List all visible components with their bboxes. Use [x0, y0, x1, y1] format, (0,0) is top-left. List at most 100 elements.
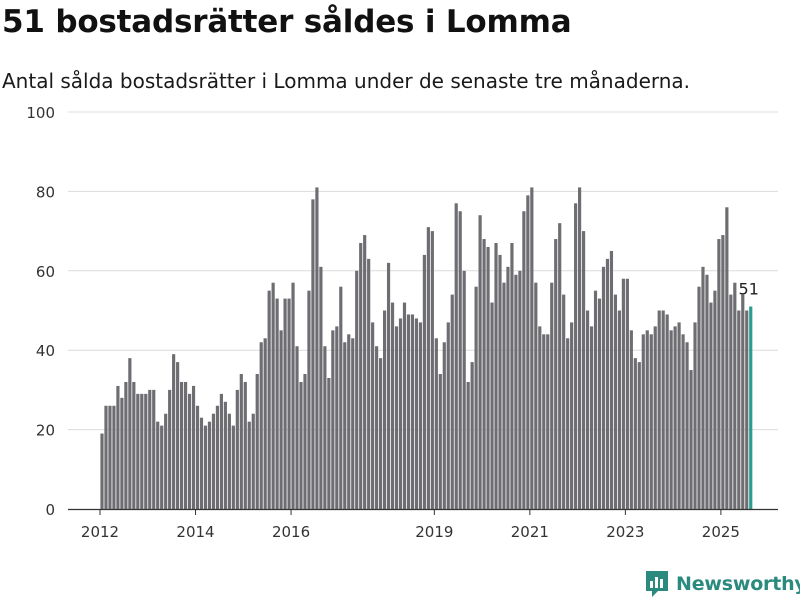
bar: [323, 346, 327, 509]
bar: [295, 346, 299, 509]
bar: [558, 223, 562, 509]
bar: [136, 393, 140, 509]
bar: [438, 374, 442, 509]
bar: [355, 270, 359, 509]
bar: [510, 243, 514, 509]
bar: [685, 342, 689, 509]
bar: [402, 302, 407, 509]
bar: [287, 298, 291, 509]
bar: [168, 389, 172, 509]
bar: [239, 374, 243, 509]
bar: [331, 330, 335, 509]
bar: [597, 298, 602, 509]
bar: [677, 322, 681, 509]
bar: [148, 389, 152, 509]
bar: [450, 294, 454, 509]
bar: [617, 310, 621, 509]
bar: [482, 239, 486, 510]
bar: [657, 310, 661, 509]
bar: [100, 433, 104, 509]
x-tick-label: 2012: [81, 523, 119, 541]
bar: [299, 381, 303, 509]
bar: [267, 290, 271, 509]
bar: [701, 266, 705, 509]
bar: [219, 393, 223, 509]
bar: [291, 282, 295, 509]
bar: [550, 282, 554, 509]
bar: [625, 278, 629, 509]
last-value-label: 51: [739, 280, 759, 299]
bar: [351, 338, 355, 509]
bar: [359, 243, 363, 509]
bar: [613, 294, 618, 509]
y-tick-label: 0: [45, 501, 55, 519]
bar: [259, 342, 263, 509]
bar: [554, 239, 558, 510]
bar: [191, 385, 196, 509]
bar: [398, 318, 403, 509]
bar: [486, 246, 490, 510]
bar: [729, 294, 733, 509]
bar: [426, 227, 430, 509]
bar: [319, 266, 323, 509]
bar: [494, 243, 498, 509]
bar: [498, 254, 502, 509]
y-tick-label: 60: [36, 263, 55, 281]
bar: [490, 302, 494, 509]
bar: [235, 389, 239, 509]
bar: [641, 334, 645, 509]
bar: [721, 235, 725, 509]
bar: [160, 425, 164, 509]
bar: [311, 199, 315, 509]
bar: [578, 187, 582, 509]
bar: [144, 393, 148, 509]
bar: [506, 266, 510, 509]
newsworthy-logo: Newsworthy: [644, 569, 800, 599]
bars: [100, 187, 753, 510]
bar: [522, 211, 526, 509]
bar: [414, 318, 419, 509]
bar: [645, 330, 649, 509]
bar: [526, 195, 530, 509]
bar: [737, 310, 741, 509]
bar: [673, 326, 677, 509]
bar: [223, 401, 227, 509]
bar: [581, 231, 586, 509]
bar: [176, 362, 180, 509]
bar: [211, 413, 216, 509]
bar: [339, 286, 343, 509]
bar: [132, 381, 136, 509]
bar: [430, 231, 434, 509]
bar: [227, 413, 231, 509]
bar: [478, 215, 482, 509]
chart-title: 51 bostadsrätter såldes i Lomma: [2, 4, 572, 40]
bar: [693, 322, 697, 509]
bar: [172, 354, 176, 509]
bar: [275, 298, 279, 509]
bar: [514, 274, 518, 509]
bar: [665, 314, 669, 509]
bar: [709, 302, 713, 509]
x-axis-tick-labels: 2012 2014 2016 2019 2021 2023 2025: [81, 523, 740, 541]
bar: [152, 389, 156, 509]
bar: [140, 393, 144, 509]
x-tick-label: 2016: [272, 523, 310, 541]
bar: [717, 239, 721, 510]
bar: [442, 342, 446, 509]
bar: [199, 417, 204, 509]
bar: [367, 258, 371, 509]
bar: [251, 413, 255, 509]
chart-subtitle: Antal sålda bostadsrätter i Lomma under …: [2, 69, 691, 93]
bar: [530, 187, 534, 509]
bar: [187, 393, 192, 509]
bar: [605, 258, 610, 509]
bar: [466, 381, 470, 509]
bar: [422, 254, 426, 509]
brand-name: Newsworthy: [676, 573, 800, 595]
data-labels: 51: [739, 280, 759, 299]
x-tick-label: 2014: [176, 523, 214, 541]
bar: [203, 425, 208, 509]
bar: [733, 282, 737, 509]
bar: [609, 250, 614, 509]
bar: [371, 322, 375, 509]
